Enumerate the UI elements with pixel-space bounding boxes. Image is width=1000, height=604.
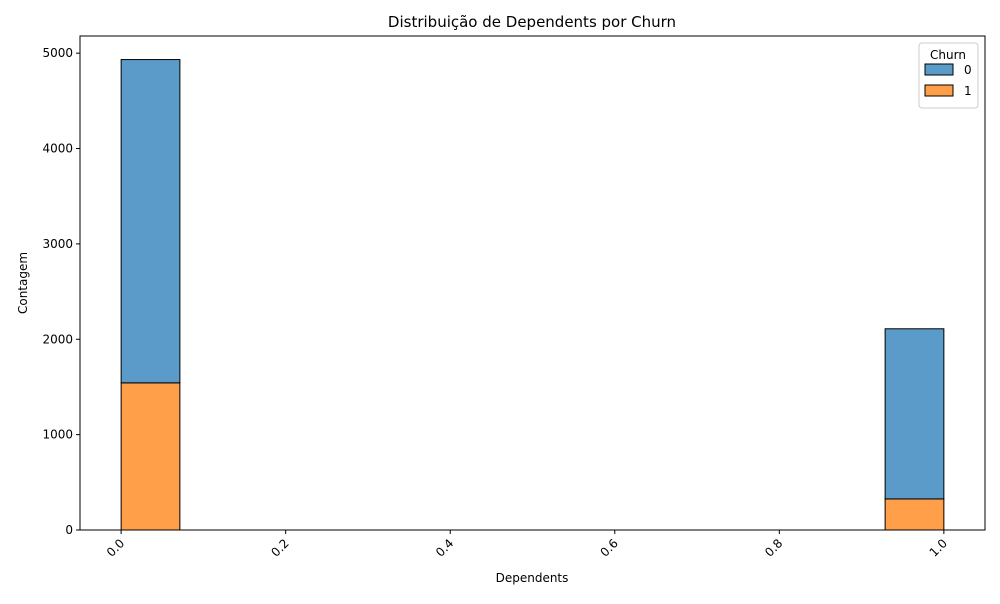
x-tick-label: 0.4 — [433, 536, 456, 559]
x-tick-label: 0.8 — [762, 536, 785, 559]
y-tick-label: 2000 — [42, 332, 73, 346]
bars-layer — [120, 59, 945, 531]
legend-label-churn-0: 0 — [964, 63, 972, 77]
x-tick-label: 0.0 — [104, 536, 127, 559]
y-tick-label: 0 — [65, 523, 73, 537]
legend: Churn 01 — [918, 42, 979, 109]
x-axis-label: Dependents — [496, 571, 569, 585]
legend-swatch-churn-1 — [924, 84, 954, 97]
x-tick-label: 0.6 — [597, 536, 620, 559]
y-tick-label: 5000 — [42, 46, 73, 60]
y-tick-label: 1000 — [42, 428, 73, 442]
x-tick-label: 1.0 — [927, 536, 950, 559]
legend-items: 01 — [924, 63, 972, 98]
plot-frame — [79, 35, 986, 531]
bar-churn-0-bin-0 — [120, 59, 181, 384]
legend-title: Churn — [930, 48, 966, 62]
legend-swatch-churn-0 — [924, 63, 954, 76]
bar-churn-1-bin-13 — [884, 498, 945, 531]
chart-title: Distribuição de Dependents por Churn — [388, 13, 676, 31]
y-tick-label: 4000 — [42, 142, 73, 156]
x-axis: 0.0 0.2 0.4 0.6 0.8 1.0 — [104, 530, 950, 560]
y-axis-label: Contagem — [16, 252, 30, 314]
legend-label-churn-1: 1 — [964, 84, 972, 98]
y-axis: 0 1000 2000 3000 4000 5000 — [42, 46, 80, 537]
x-tick-label: 0.2 — [268, 536, 291, 559]
y-tick-label: 3000 — [42, 237, 73, 251]
bar-churn-1-bin-0 — [120, 382, 181, 531]
bar-churn-0-bin-13 — [884, 328, 945, 500]
